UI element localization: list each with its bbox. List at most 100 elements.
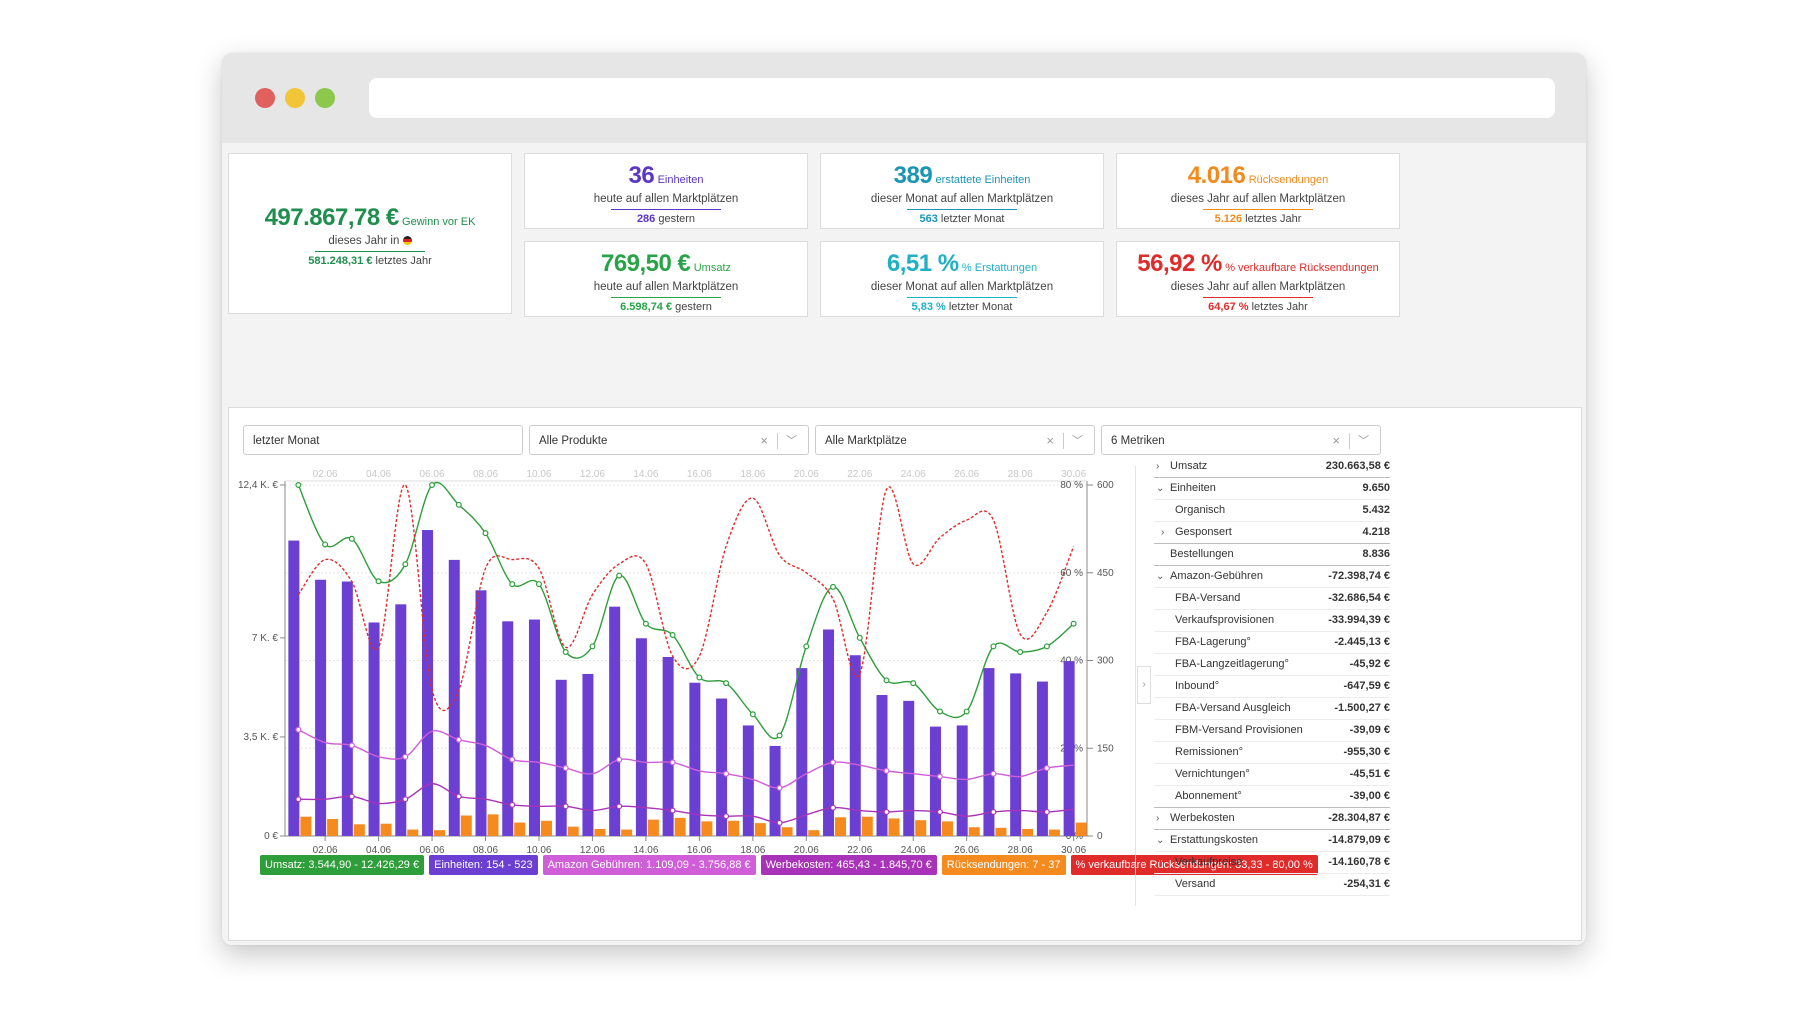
amazon-gebühren-point [1043, 765, 1050, 772]
kpi-units-label: Einheiten [657, 174, 704, 186]
units-bar [395, 604, 407, 836]
umsatz-point [375, 578, 382, 585]
period-select[interactable]: letzter Monat [243, 425, 523, 455]
kpi-revenue-label: Umsatz [693, 262, 732, 274]
legend-item[interactable]: Werbekosten: 465,43 - 1.845,70 € [760, 855, 937, 875]
umsatz-point [883, 677, 890, 684]
right-percent-tick-label: 0 % [1066, 831, 1083, 842]
amazon-gebühren-point [616, 756, 623, 763]
returns-bar [674, 817, 686, 836]
breakdown-row[interactable]: ⌄ Einheiten 9.650 [1154, 478, 1390, 500]
breakdown-value: -33.994,39 € [1328, 614, 1390, 626]
returns-bar [888, 818, 900, 836]
kpi-refund-rate-label: % Erstattungen [961, 262, 1038, 274]
units-bar [635, 638, 647, 836]
werbekosten-point [616, 803, 623, 810]
breakdown-row[interactable]: › Gesponsert 4.218 [1154, 522, 1390, 544]
units-bar [956, 725, 968, 836]
address-bar[interactable] [369, 78, 1555, 118]
units-bar [582, 673, 594, 836]
breakdown-value: 4.218 [1362, 526, 1390, 538]
returns-bar [460, 815, 472, 836]
kpi-profit-value: 497.867,78 € [264, 204, 400, 231]
units-bar [448, 559, 460, 836]
units-bar [689, 682, 701, 836]
clear-metrics-icon[interactable]: × [1332, 433, 1340, 448]
units-bar [315, 579, 327, 836]
returns-bar [701, 821, 713, 836]
marketplaces-select[interactable]: Alle Marktplätze × ﹀ [815, 425, 1095, 455]
clear-products-icon[interactable]: × [760, 433, 768, 448]
breakdown-row[interactable]: › Werbekosten -28.304,87 € [1154, 808, 1390, 830]
returns-bar [1022, 828, 1034, 836]
chevron-right-icon[interactable]: › [1161, 527, 1165, 538]
amazon-gebühren-point [348, 742, 355, 749]
chevron-down-icon[interactable]: ⌄ [1156, 835, 1165, 846]
kpi-returns-value: 4.016 [1187, 162, 1246, 189]
breakdown-row[interactable]: ⌄ Amazon-Gebühren -72.398,74 € [1154, 566, 1390, 588]
umsatz-point [402, 561, 409, 568]
kpi-refunded-units-compare-label: letzter Monat [940, 213, 1005, 225]
breakdown-label: Erstattungskosten [1170, 834, 1259, 846]
returns-bar [968, 827, 980, 836]
x-tick-label: 30.06 [1061, 845, 1086, 856]
verkaufbare-rücksendungen-line [297, 484, 1075, 712]
returns-bar [567, 826, 579, 836]
breakdown-label: Einheiten [1170, 482, 1216, 494]
units-bar [796, 668, 808, 836]
breakdown-value: -39,09 € [1349, 724, 1390, 736]
chevron-down-icon[interactable]: ⌄ [1156, 483, 1165, 494]
breakdown-value: 8.836 [1362, 548, 1390, 560]
collapse-tab[interactable]: › [1137, 666, 1151, 704]
kpi-sellable-returns-compare-value: 64,67 % [1208, 301, 1249, 313]
products-select[interactable]: Alle Produkte × ﹀ [529, 425, 809, 455]
kpi-refunded-units-value: 389 [893, 162, 933, 189]
minimize-window-dot[interactable] [285, 88, 305, 108]
maximize-window-dot[interactable] [315, 88, 335, 108]
breakdown-label: Remissionen° [1175, 746, 1243, 758]
x-tick-label: 22.06 [847, 845, 872, 856]
kpi-profit-rule [315, 251, 425, 252]
chevron-right-icon[interactable]: › [1156, 461, 1160, 472]
legend-item[interactable]: Rücksendungen: 7 - 37 [941, 855, 1066, 875]
amazon-gebühren-point [936, 773, 943, 780]
amazon-gebühren-point [455, 736, 462, 743]
chevron-down-icon[interactable]: ﹀ [786, 435, 797, 447]
units-bar [528, 619, 540, 836]
metrics-select[interactable]: 6 Metriken × ﹀ [1101, 425, 1381, 455]
legend-item[interactable]: Amazon Gebühren: 1.109,09 - 3.756,88 € [542, 855, 756, 875]
chevron-down-icon[interactable]: ⌄ [1156, 571, 1165, 582]
legend-item[interactable]: Einheiten: 154 - 523 [429, 855, 538, 875]
werbekosten-point [776, 819, 783, 826]
legend-item[interactable]: % verkaufbare Rücksendungen: 33,33 - 80,… [1070, 855, 1318, 875]
x-tick-label-top: 24.06 [901, 469, 926, 480]
x-tick-label: 02.06 [313, 845, 338, 856]
breakdown-row: Versand -254,31 € [1154, 874, 1390, 896]
clear-marketplaces-icon[interactable]: × [1046, 433, 1054, 448]
kpi-units-compare-value: 286 [636, 213, 656, 225]
breakdown-row[interactable]: ⌄ Erstattungskosten -14.879,09 € [1154, 830, 1390, 852]
kpi-card-refund-rate: 6,51 % % Erstattungen dieser Monat auf a… [820, 241, 1104, 317]
chevron-down-icon[interactable]: ﹀ [1072, 435, 1083, 447]
x-tick-label: 28.06 [1008, 845, 1033, 856]
x-tick-label-top: 12.06 [580, 469, 605, 480]
right-units-tick-label: 300 [1097, 656, 1114, 667]
units-bar [555, 679, 567, 836]
werbekosten-point [295, 796, 302, 803]
kpi-profit-compare-label: letztes Jahr [375, 255, 432, 267]
umsatz-point [348, 535, 355, 542]
right-percent-tick-label: 60 % [1060, 568, 1083, 579]
umsatz-point [509, 581, 516, 588]
breakdown-row[interactable]: › Umsatz 230.663,58 € [1154, 456, 1390, 478]
werbekosten-point [669, 807, 676, 814]
kpi-card-returns: 4.016 Rücksendungen dieses Jahr auf alle… [1116, 153, 1400, 229]
units-bar [1010, 673, 1022, 836]
chevron-down-icon[interactable]: ﹀ [1358, 435, 1369, 447]
breakdown-label: Bestellungen [1170, 548, 1234, 560]
dashboard: 497.867,78 € Gewinn vor EK dieses Jahr i… [222, 143, 1586, 945]
breakdown-label: Inbound° [1175, 680, 1220, 692]
close-window-dot[interactable] [255, 88, 275, 108]
legend-item[interactable]: Umsatz: 3.544,90 - 12.426,29 € [260, 855, 425, 875]
chevron-right-icon[interactable]: › [1156, 813, 1160, 824]
products-select-value: Alle Produkte [539, 435, 608, 447]
